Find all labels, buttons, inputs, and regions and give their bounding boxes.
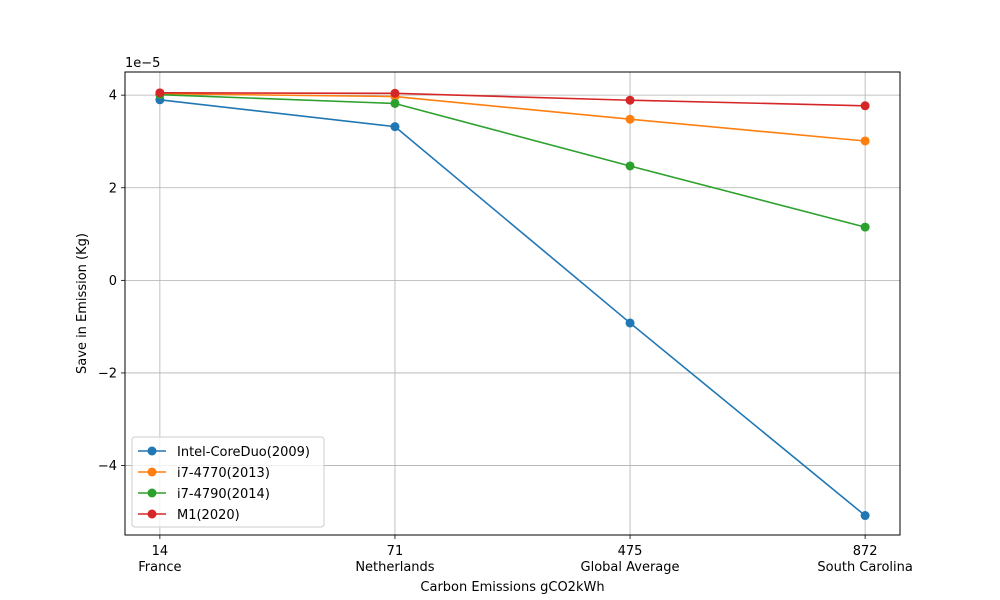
x-tick-label: France [138, 560, 181, 575]
x-tick-label: 475 [618, 544, 643, 559]
x-tick-label: Global Average [581, 560, 680, 575]
data-point [155, 88, 165, 98]
series-Intel-CoreDuo(2009) [155, 95, 870, 521]
data-point [860, 511, 870, 521]
legend-item: Intel-CoreDuo(2009) [138, 445, 310, 460]
x-axis-label: Carbon Emissions gCO2kWh [420, 580, 604, 595]
data-point [860, 222, 870, 232]
data-point [625, 95, 635, 105]
legend-swatch-marker [147, 509, 157, 519]
series-line [159, 98, 866, 517]
legend-item: M1(2020) [138, 508, 240, 523]
x-tick-label: 14 [152, 544, 169, 559]
y-tick-label: 0 [109, 274, 117, 289]
x-tick-label: South Carolina [817, 560, 912, 575]
data-point [860, 136, 870, 146]
y-tick-label: −2 [98, 366, 117, 381]
series-M1(2020) [155, 88, 870, 111]
legend-label: i7-4790(2014) [177, 487, 270, 502]
y-axis-offset-text: 1e−5 [125, 56, 160, 71]
data-point [390, 88, 400, 98]
legend-item: i7-4770(2013) [138, 466, 270, 481]
legend-box [131, 436, 325, 528]
data-point [625, 318, 635, 328]
data-point [390, 122, 400, 132]
y-axis-label: Save in Emission (Kg) [75, 233, 90, 374]
y-tick-label: 2 [109, 181, 117, 196]
legend-item: i7-4790(2014) [138, 487, 270, 502]
data-point [625, 114, 635, 124]
series-i7-4770(2013) [155, 89, 870, 146]
legend-label: i7-4770(2013) [177, 466, 270, 481]
x-tick-label: 872 [853, 544, 878, 559]
legend: Intel-CoreDuo(2009) i7-4770(2013) i7-4790(… [131, 436, 325, 528]
legend-swatch-marker [147, 467, 157, 477]
legend-label: Intel-CoreDuo(2009) [177, 445, 310, 460]
legend-swatch-marker [147, 446, 157, 456]
data-point [860, 101, 870, 111]
y-tick-label: 4 [109, 89, 117, 104]
series-line [159, 92, 866, 142]
x-tick-label: Netherlands [355, 560, 434, 575]
x-tick-label: 71 [387, 544, 404, 559]
data-point [390, 98, 400, 108]
plot-area-frame [124, 71, 901, 536]
data-point [625, 161, 635, 171]
series-line [159, 93, 866, 228]
series-lines [155, 88, 870, 521]
y-axis-ticks: −4 −2 0 2 4 [98, 89, 125, 474]
y-tick-label: −4 [98, 459, 117, 474]
legend-label: M1(2020) [177, 508, 240, 523]
legend-swatch-marker [147, 488, 157, 498]
series-line [159, 92, 866, 107]
